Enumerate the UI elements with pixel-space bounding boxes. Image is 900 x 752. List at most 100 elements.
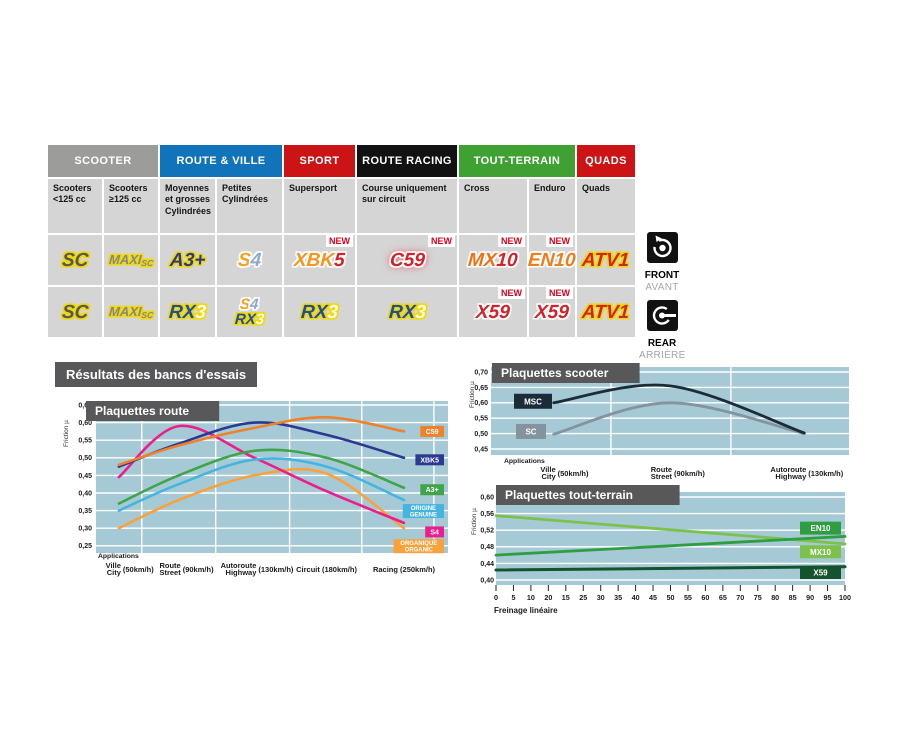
decor — [415, 454, 444, 466]
decor: XBK — [293, 249, 335, 271]
decor: Autoroute — [221, 561, 257, 570]
decor: Route — [651, 465, 672, 474]
decor: 50 — [667, 593, 675, 602]
decor — [117, 448, 406, 505]
product-cell: NEW X59 — [459, 287, 527, 337]
decor — [661, 314, 676, 317]
product-cell: RX3 — [357, 287, 457, 337]
decor: 5 — [333, 249, 346, 271]
decor — [494, 535, 847, 557]
decor: (90km/h) — [674, 469, 705, 478]
decor — [494, 565, 847, 572]
front-label-fr: AVANT — [645, 282, 679, 293]
decor: X59 — [534, 301, 570, 323]
decor — [514, 393, 552, 409]
decor: 0,25 — [78, 543, 92, 550]
decor: EN10 — [810, 524, 831, 533]
decor: 3 — [194, 301, 207, 323]
decor: 10 — [527, 593, 535, 602]
product-logo-rx3: RX3 — [168, 301, 207, 323]
decor: 0,30 — [78, 526, 92, 533]
decor: ATV1 — [581, 249, 631, 271]
decor: X59 — [475, 301, 511, 323]
product-cell: MAXISC — [104, 287, 158, 337]
decor: (130km/h) — [258, 565, 294, 574]
decor — [117, 467, 406, 530]
decor: MAXI — [108, 251, 142, 267]
decor: Applications — [504, 458, 545, 465]
decor: RX — [300, 301, 329, 323]
decor: Highway — [226, 568, 258, 577]
decor: C59 — [388, 249, 426, 271]
decor: 0 — [494, 593, 498, 602]
decor: Friction µ — [471, 508, 478, 535]
product-logo-s4: S4 — [240, 296, 260, 313]
decor: 3 — [326, 301, 339, 323]
decor: Ville — [540, 465, 555, 474]
decor — [658, 244, 666, 252]
decor: 15 — [562, 593, 570, 602]
decor: XBK5 — [420, 457, 439, 464]
decor — [655, 235, 662, 242]
product-cell: NEW EN10 — [528, 235, 577, 285]
decor: (90km/h) — [183, 565, 214, 574]
decor: Friction µ — [469, 381, 476, 408]
decor: 0,55 — [474, 416, 488, 423]
category-header-route-ville: ROUTE & VILLE — [160, 145, 282, 177]
decor — [552, 401, 806, 436]
decor: 0,65 — [474, 385, 488, 392]
decor: 3 — [255, 311, 265, 328]
rear-brake-icon — [646, 300, 678, 335]
category-header-tout-terrain: TOUT-TERRAIN — [459, 145, 575, 177]
decor: X59 — [813, 569, 828, 578]
new-badge: NEW — [428, 235, 455, 247]
product-logo-atv1: ATV1 — [582, 302, 631, 323]
product-range-table: SCOOTER ROUTE & VILLE SPORT ROUTE RACING TOU… — [48, 145, 635, 337]
new-badge: NEW — [546, 235, 573, 247]
subcategory-label: Petites Cylindrées — [217, 179, 282, 233]
decor: Friction µ — [63, 420, 70, 447]
decor: City — [541, 472, 556, 481]
decor: 0,50 — [78, 455, 92, 462]
front-brake-icon — [646, 232, 678, 267]
decor: 65 — [719, 593, 727, 602]
decor — [658, 312, 665, 319]
section-title: Résultats des bancs d'essais — [55, 362, 258, 387]
chart-plaquettes-route: 0,65 0,60 0,55 0,50 0,45 0,40 0,35 0,30 0,25 Fric… — [58, 395, 456, 592]
product-cell: S4 — [217, 235, 282, 285]
decor: 35 — [614, 593, 622, 602]
decor: 0,50 — [474, 431, 488, 438]
decor: 0,65 — [78, 402, 92, 409]
product-cell: NEW C59 — [357, 235, 457, 285]
subcategory-label: Cross — [459, 179, 527, 233]
product-logo-rx3: RX3 — [300, 301, 339, 323]
decor: 85 — [789, 593, 797, 602]
decor — [652, 238, 672, 258]
decor: Applications — [98, 553, 139, 560]
decor: 0,45 — [78, 473, 92, 480]
decor: 45 — [649, 593, 657, 602]
product-logo-mx10: MX10 — [467, 250, 518, 271]
product-cell: NEW MX10 — [459, 235, 527, 285]
product-logo-en10: EN10 — [528, 250, 577, 271]
decor: A3+ — [426, 487, 439, 494]
decor: 90 — [806, 593, 814, 602]
decor: (50km/h) — [123, 565, 154, 574]
decor: SC — [61, 301, 89, 323]
product-cell: SC — [48, 287, 102, 337]
subcategory-label: Quads — [577, 179, 635, 233]
decor: 5 — [511, 593, 515, 602]
decor: 0,35 — [78, 508, 92, 515]
decor: 0,55 — [78, 438, 92, 445]
decor — [86, 401, 220, 421]
product-logo-atv1: ATV1 — [581, 249, 631, 271]
decor — [420, 425, 444, 437]
category-header-scooter: SCOOTER — [48, 145, 158, 177]
decor: SC — [525, 427, 536, 436]
new-badge: NEW — [326, 235, 353, 247]
rear-label: REAR — [647, 338, 677, 349]
product-cell: ATV1 — [577, 287, 635, 337]
product-logo-x59: X59 — [534, 301, 570, 323]
decor: A3+ — [169, 249, 206, 271]
